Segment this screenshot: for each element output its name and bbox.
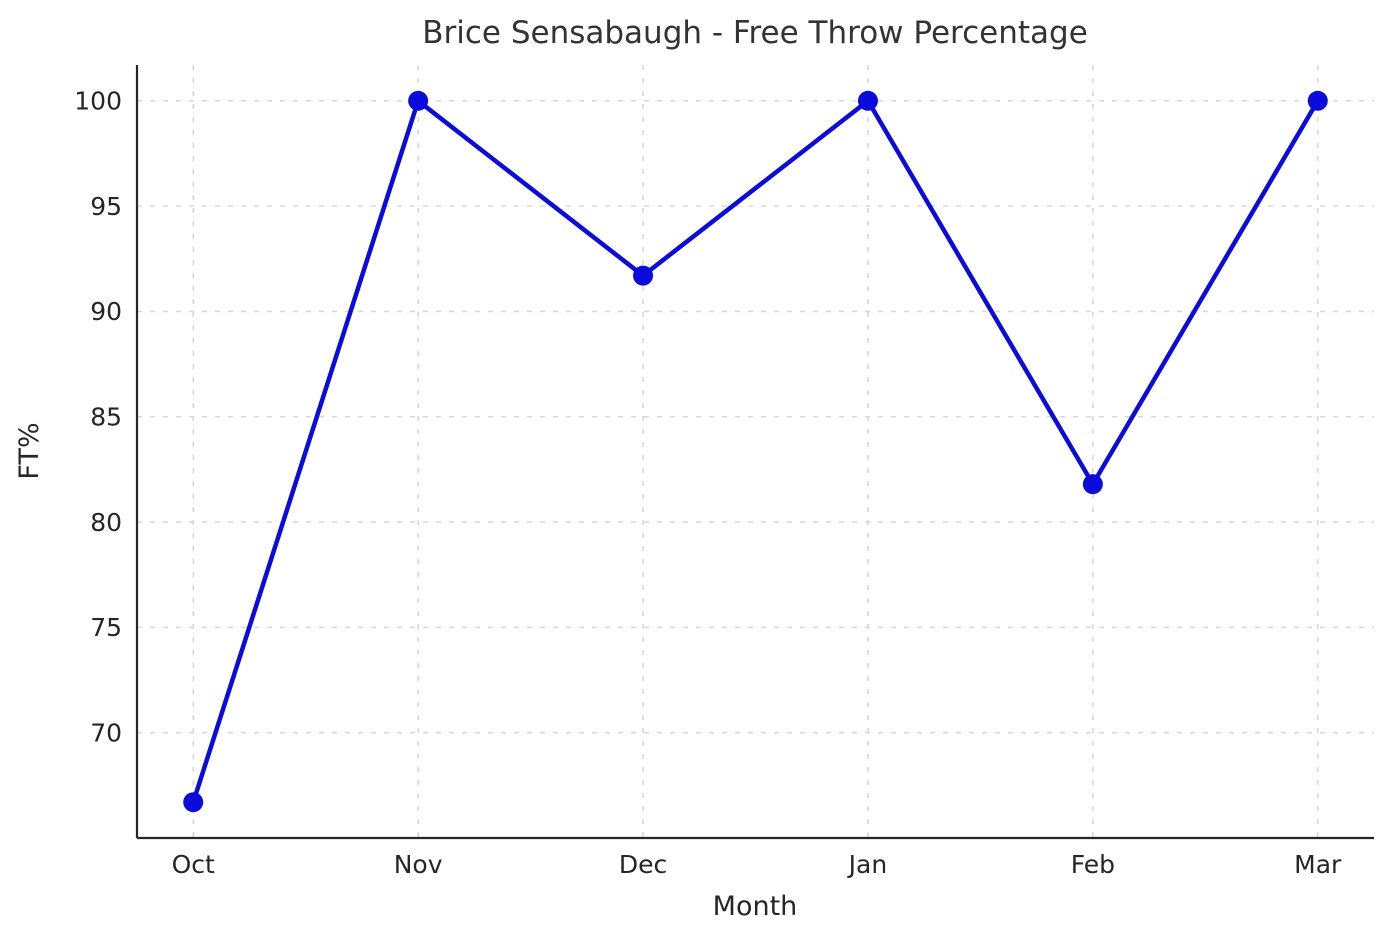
- data-point: [408, 90, 429, 111]
- x-axis-label: Month: [713, 891, 798, 922]
- y-tick-label: 80: [90, 508, 122, 537]
- axes-layer: [135, 65, 1374, 840]
- series-line: [190, 98, 1321, 805]
- x-tick-label: Jan: [847, 850, 888, 879]
- y-tick-label: 90: [90, 297, 122, 326]
- data-point: [1307, 90, 1328, 111]
- series-layer: [183, 90, 1328, 813]
- y-axis-label: FT%: [14, 422, 45, 479]
- y-tick-label: 95: [90, 192, 122, 221]
- x-tick-label: Feb: [1071, 850, 1115, 879]
- y-tick-label: 75: [90, 613, 122, 642]
- x-tick-label: Dec: [619, 850, 667, 879]
- grid-layer: [137, 65, 1374, 838]
- data-point: [183, 792, 204, 813]
- chart-title: Brice Sensabaugh - Free Throw Percentage: [422, 15, 1088, 51]
- data-point: [857, 90, 878, 111]
- data-point: [633, 265, 654, 286]
- y-tick-label: 70: [90, 718, 122, 747]
- x-tick-label: Mar: [1294, 850, 1342, 879]
- tick-labels-layer: 70 75 80 85 90 95 100 Oct Nov Dec Jan Feb Mar: [74, 87, 1342, 879]
- data-point: [1082, 474, 1103, 495]
- y-tick-label: 100: [74, 87, 122, 116]
- x-tick-label: Oct: [172, 850, 215, 879]
- y-tick-label: 85: [90, 402, 122, 431]
- x-tick-label: Nov: [394, 850, 443, 879]
